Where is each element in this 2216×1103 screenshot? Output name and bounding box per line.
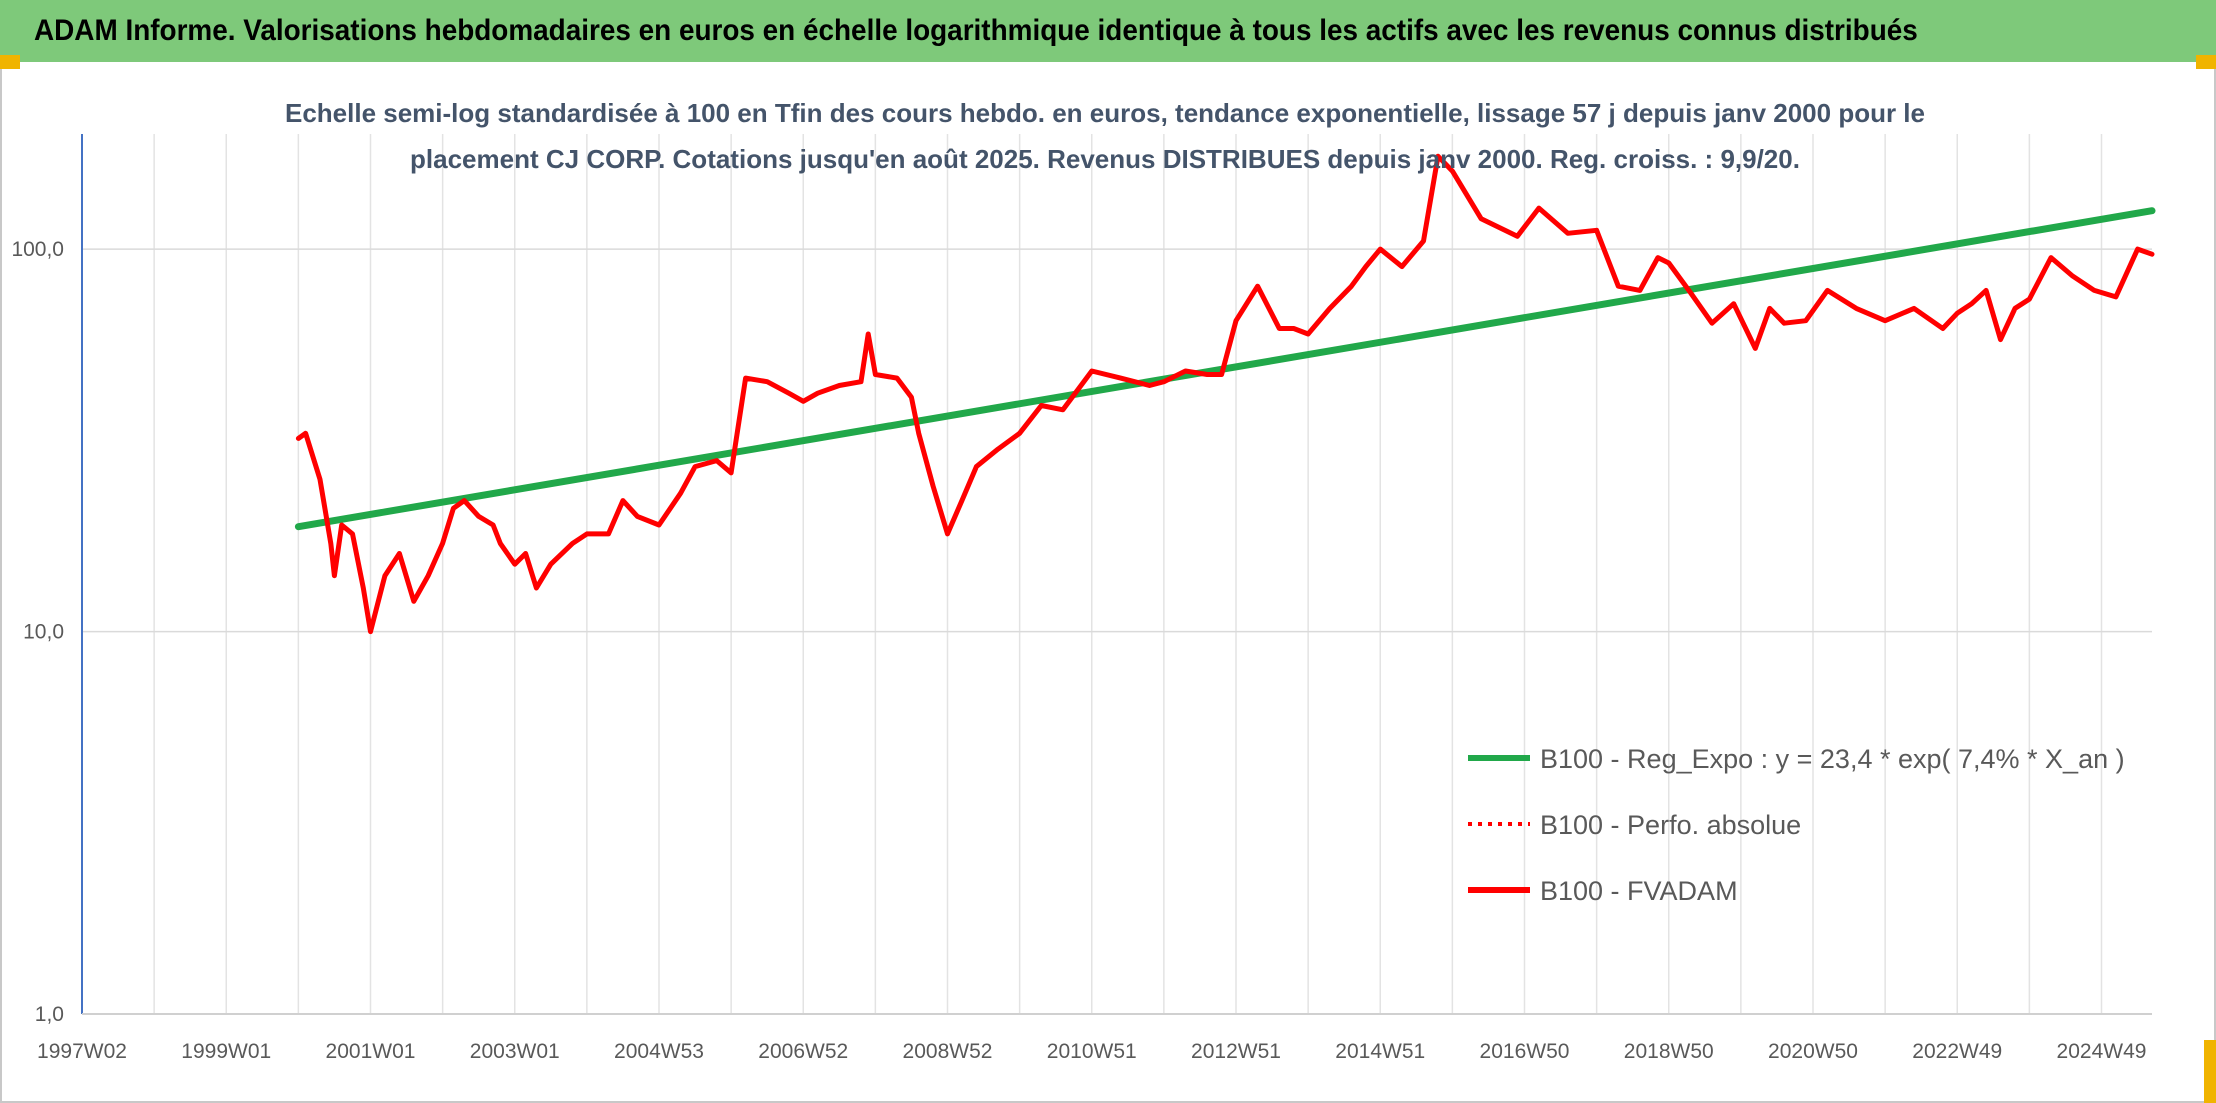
x-tick-label: 2022W49 [1912, 1040, 2002, 1063]
x-tick-label: 1999W01 [181, 1040, 271, 1063]
x-tick-label: 2014W51 [1335, 1040, 1425, 1063]
x-tick-label: 2001W01 [326, 1040, 416, 1063]
x-tick-label: 2020W50 [1768, 1040, 1858, 1063]
chart-text: 1,0 10,0 100,0 1997W02 1999W01 2001W01 2003W01… [11, 98, 2146, 1063]
corner-marker-bottom-right [2204, 1040, 2216, 1103]
x-tick-label: 2016W50 [1480, 1040, 1570, 1063]
axes [81, 134, 2152, 1015]
legend: B100 - Reg_Expo : y = 23,4 * exp( 7,4% *… [1468, 744, 2125, 906]
series-layer [294, 153, 2156, 635]
x-tick-label: 2010W51 [1047, 1040, 1137, 1063]
page-title: ADAM Informe. Valorisations hebdomadaire… [34, 14, 1918, 47]
corner-marker-right [2196, 55, 2216, 69]
y-tick-label: 10,0 [23, 621, 64, 644]
x-tick-label: 2012W51 [1191, 1040, 1281, 1063]
legend-label: B100 - Perfo. absolue [1540, 810, 1801, 840]
chart-subtitle: Echelle semi-log standardisée à 100 en T… [285, 98, 1925, 128]
x-tick-label: 2024W49 [2057, 1040, 2147, 1063]
y-tick-label: 1,0 [35, 1003, 64, 1026]
series-line-2 [295, 153, 2155, 635]
x-tick-label: 1997W02 [37, 1040, 127, 1063]
x-tick-label: 2004W53 [614, 1040, 704, 1063]
y-tick-label: 100,0 [11, 238, 64, 261]
x-tick-label: 2008W52 [903, 1040, 993, 1063]
corner-marker-left [0, 55, 20, 69]
x-tick-label: 2006W52 [758, 1040, 848, 1063]
x-tick-label: 2003W01 [470, 1040, 560, 1063]
x-tick-label: 2018W50 [1624, 1040, 1714, 1063]
title-bar: ADAM Informe. Valorisations hebdomadaire… [0, 0, 2216, 62]
legend-label: B100 - FVADAM [1540, 876, 1738, 906]
chart-subtitle: placement CJ CORP. Cotations jusqu'en ao… [410, 144, 1800, 174]
legend-label: B100 - Reg_Expo : y = 23,4 * exp( 7,4% *… [1540, 744, 2125, 774]
